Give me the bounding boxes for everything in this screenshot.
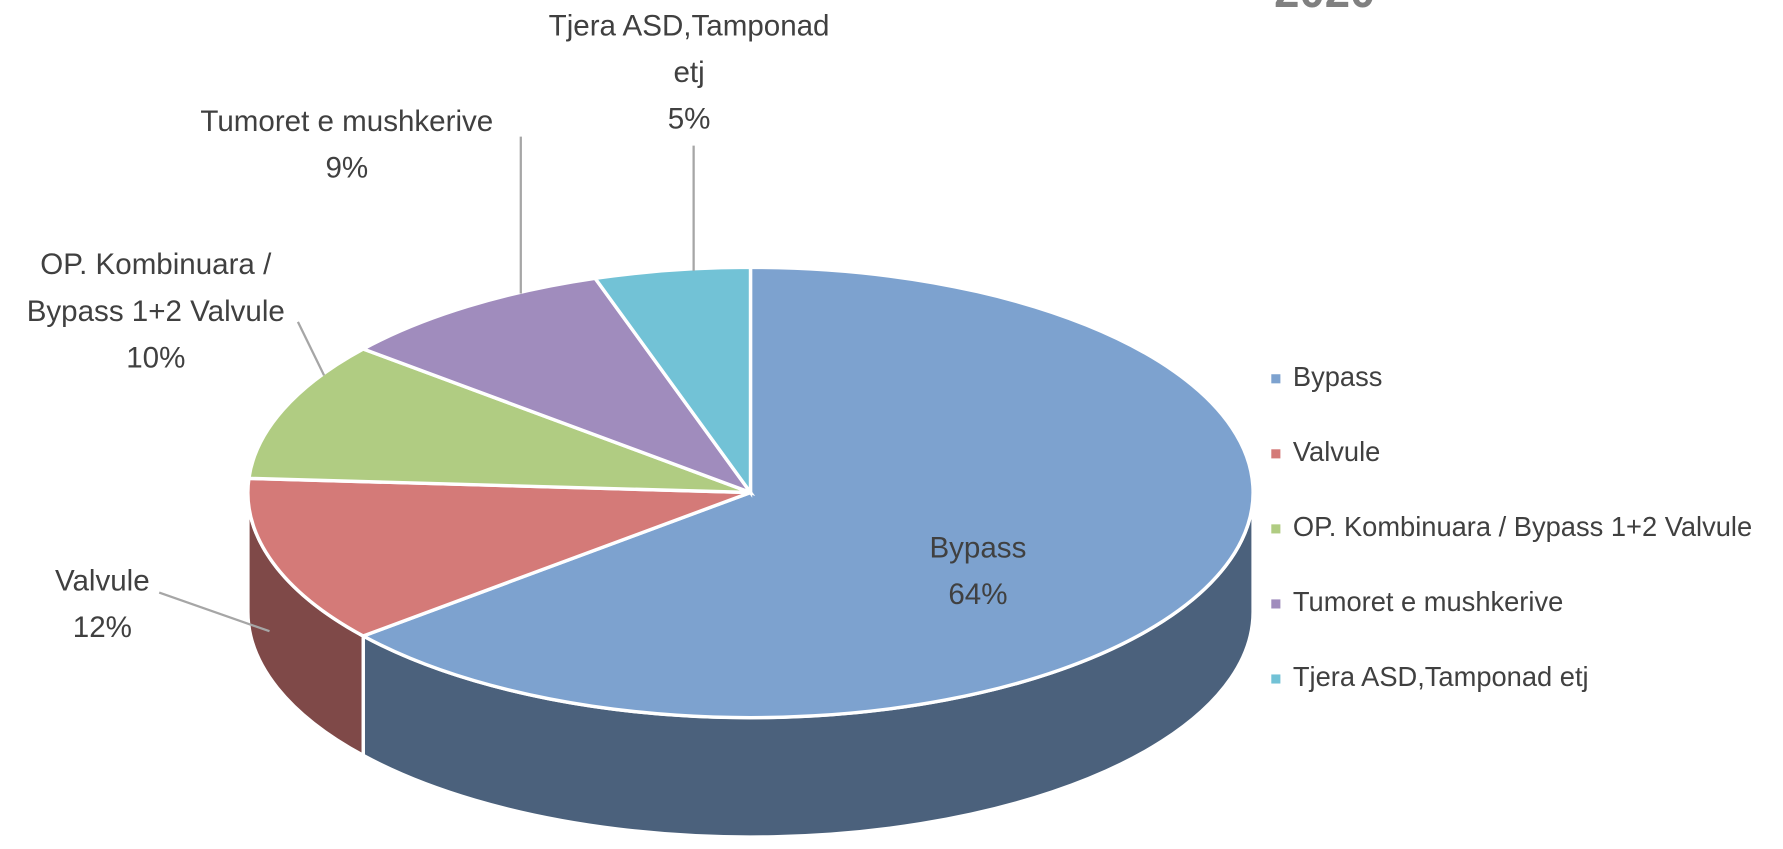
data-label-name: Tumoret e mushkerive (200, 105, 493, 138)
legend-marker (1271, 524, 1281, 534)
legend-label: Bypass (1293, 361, 1382, 392)
legend-marker (1271, 674, 1281, 684)
legend-label: Valvule (1293, 436, 1380, 467)
data-label-value: 5% (668, 102, 711, 135)
data-label-value: 9% (325, 151, 368, 184)
pie-slice (246, 347, 752, 495)
legend-label: Tjera ASD,Tamponad etj (1293, 661, 1589, 692)
data-label-name: Valvule (55, 564, 150, 597)
leader-line (158, 591, 270, 633)
legend-marker (1271, 599, 1281, 609)
data-label-value: 12% (73, 611, 132, 644)
data-label-value: 10% (126, 341, 185, 374)
legend-marker (1271, 374, 1281, 384)
leader-line (296, 321, 326, 376)
pie-slice (592, 265, 753, 498)
legend-label: OP. Kombinuara / Bypass 1+2 Valvule (1293, 511, 1752, 542)
pie-slice (359, 265, 1255, 720)
pie-slice (246, 476, 752, 638)
chart-title: 2020 (1274, 0, 1375, 17)
legend-label: Tumoret e mushkerive (1293, 586, 1563, 617)
data-label-name: OP. Kombinuara / Bypass 1+2 Valvule (27, 248, 285, 328)
legend-marker (1271, 449, 1281, 459)
data-label-name: Bypass (929, 531, 1026, 564)
data-label-value: 64% (948, 578, 1007, 611)
data-label-name: Tjera ASD,Tamponad etj (549, 9, 830, 89)
pie-slice (359, 276, 756, 497)
